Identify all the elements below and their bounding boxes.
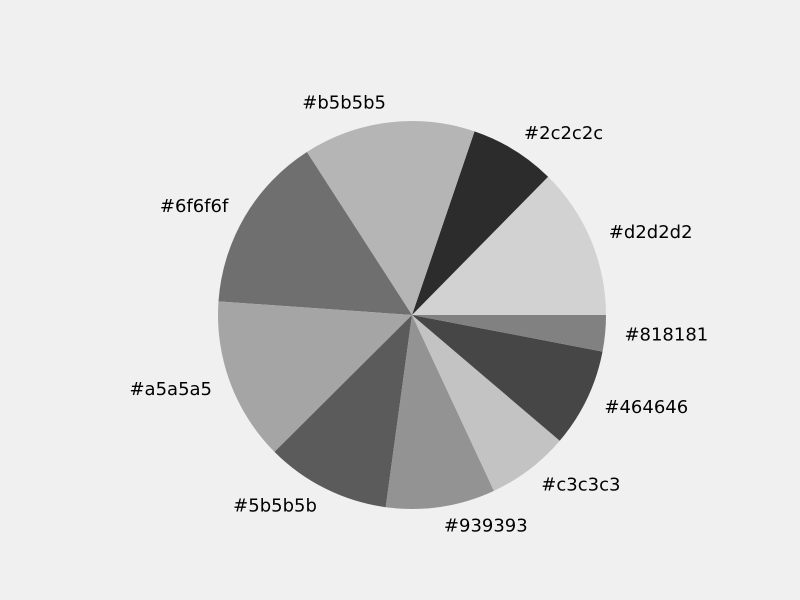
pie-slice-label-6: #939393 — [444, 516, 528, 537]
pie-slices — [218, 121, 607, 509]
pie-slice-label-3: #6f6f6f — [160, 196, 229, 217]
pie-slice-label-0: #d2d2d2 — [609, 222, 693, 243]
pie-slice-label-1: #2c2c2c — [524, 123, 603, 144]
pie-slice-label-7: #c3c3c3 — [541, 474, 620, 495]
pie-slice-2 — [306, 121, 475, 316]
pie-slice-5 — [274, 315, 412, 508]
pie-slice-label-4: #a5a5a5 — [129, 379, 212, 400]
pie-slice-7 — [412, 315, 560, 491]
pie-slice-0 — [412, 176, 607, 315]
pie-slice-label-8: #464646 — [604, 397, 688, 418]
pie-slice-1 — [412, 131, 549, 315]
pie-slice-6 — [385, 315, 494, 509]
pie-slice-3 — [218, 151, 412, 315]
pie-slice-4 — [218, 301, 412, 452]
pie-slice-label-9: #818181 — [624, 325, 708, 346]
pie-labels: #d2d2d2 #2c2c2c #b5b5b5 #6f6f6f #a5a5a5 #5b5b… — [129, 93, 708, 537]
pie-slice-label-5: #5b5b5b — [233, 496, 317, 517]
pie-slice-8 — [412, 315, 603, 441]
pie-slice-9 — [412, 315, 606, 352]
pie-slice-label-2: #b5b5b5 — [302, 93, 386, 114]
